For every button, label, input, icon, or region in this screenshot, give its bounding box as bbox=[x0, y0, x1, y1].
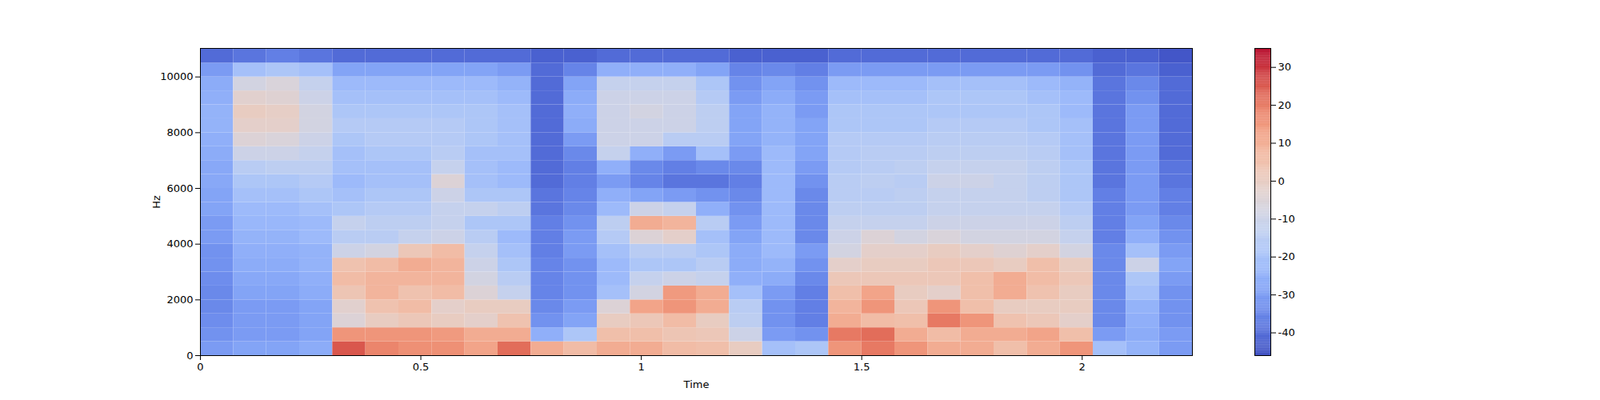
svg-text:-30: -30 bbox=[1278, 288, 1296, 301]
svg-text:-20: -20 bbox=[1278, 250, 1296, 263]
svg-text:2000: 2000 bbox=[166, 293, 193, 306]
svg-text:1.5: 1.5 bbox=[853, 360, 871, 373]
svg-text:0.5: 0.5 bbox=[412, 360, 430, 373]
svg-text:2: 2 bbox=[1079, 360, 1086, 373]
svg-text:Hz: Hz bbox=[150, 195, 163, 209]
svg-text:0: 0 bbox=[186, 349, 193, 362]
svg-text:1: 1 bbox=[637, 360, 644, 373]
svg-text:-10: -10 bbox=[1278, 212, 1296, 225]
svg-text:10: 10 bbox=[1278, 136, 1292, 149]
svg-text:10000: 10000 bbox=[160, 70, 193, 83]
svg-text:8000: 8000 bbox=[166, 126, 193, 139]
svg-text:4000: 4000 bbox=[166, 237, 193, 250]
svg-text:30: 30 bbox=[1278, 60, 1292, 73]
svg-text:0: 0 bbox=[1278, 175, 1285, 188]
svg-text:6000: 6000 bbox=[166, 182, 193, 195]
svg-text:-40: -40 bbox=[1278, 326, 1296, 339]
svg-text:0: 0 bbox=[196, 360, 204, 373]
svg-text:20: 20 bbox=[1278, 99, 1292, 112]
svg-text:Time: Time bbox=[683, 378, 710, 391]
